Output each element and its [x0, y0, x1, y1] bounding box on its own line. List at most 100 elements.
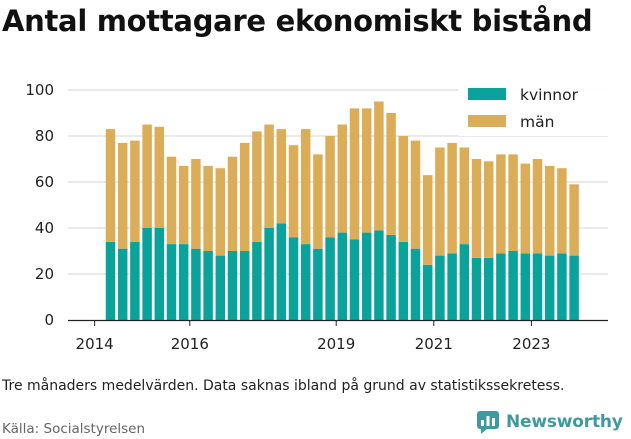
bar-kvinnor-2019Q2 [350, 240, 360, 321]
bar-man-2021Q1 [435, 148, 445, 256]
bar-kvinnor-2018Q1 [289, 237, 299, 320]
bar-man-2023Q2 [545, 166, 555, 256]
bar-man-2017Q1 [240, 143, 250, 251]
bar-man-2015Q2 [155, 127, 165, 228]
legend-swatch-man [468, 115, 506, 127]
bar-man-2023Q1 [533, 159, 543, 253]
bar-man-2015Q1 [142, 125, 152, 229]
bar-man-2023Q3 [557, 168, 567, 253]
bar-kvinnor-2022Q3 [508, 251, 517, 320]
bar-kvinnor-2021Q3 [460, 244, 470, 320]
bar-kvinnor-2015Q2 [155, 228, 165, 320]
legend: kvinnor män [458, 78, 608, 136]
bar-man-2019Q2 [350, 108, 360, 239]
bar-kvinnor-2023Q2 [545, 256, 555, 320]
x-tick-label-2019: 2019 [317, 335, 355, 353]
bar-man-2021Q4 [472, 159, 482, 258]
bar-man-2017Q4 [277, 129, 287, 223]
bar-kvinnor-2017Q4 [277, 223, 287, 320]
bar-kvinnor-2022Q2 [496, 253, 506, 320]
bar-kvinnor-2014Q4 [130, 242, 140, 320]
brand-name: Newsworthy [506, 412, 623, 432]
bar-man-2020Q1 [386, 113, 396, 235]
bar-man-2020Q4 [423, 175, 433, 265]
bar-kvinnor-2023Q4 [569, 256, 579, 320]
bar-man-2016Q2 [203, 166, 213, 251]
bar-kvinnor-2019Q4 [374, 230, 384, 320]
bar-kvinnor-2022Q1 [484, 258, 494, 320]
bar-kvinnor-2014Q2 [106, 242, 116, 320]
bar-man-2014Q3 [118, 143, 128, 249]
bar-kvinnor-2019Q1 [338, 233, 348, 320]
x-tick-label-2016: 2016 [171, 335, 209, 353]
y-tick-label-80: 80 [35, 127, 54, 145]
bar-kvinnor-2020Q3 [411, 249, 421, 320]
bar-man-2018Q3 [313, 154, 323, 248]
bar-kvinnor-2023Q3 [557, 253, 567, 320]
bar-man-2022Q1 [484, 161, 494, 258]
bar-man-2022Q2 [496, 154, 506, 253]
bar-kvinnor-2017Q3 [264, 228, 274, 320]
bar-kvinnor-2017Q2 [252, 242, 262, 320]
brand-logo[interactable]: Newsworthy [476, 409, 623, 435]
bar-man-2023Q4 [569, 184, 579, 255]
bar-man-2017Q2 [252, 131, 262, 241]
bar-man-2016Q3 [216, 168, 226, 255]
y-tick-label-0: 0 [44, 311, 54, 329]
bar-man-2021Q2 [447, 143, 457, 253]
y-tick-label-20: 20 [35, 265, 54, 283]
bar-man-2021Q3 [460, 148, 470, 245]
bar-kvinnor-2015Q4 [179, 244, 189, 320]
legend-label-kvinnor: kvinnor [520, 86, 579, 104]
bar-man-2019Q4 [374, 102, 384, 231]
bar-man-2014Q4 [130, 141, 140, 242]
bar-man-2019Q3 [362, 108, 372, 232]
bar-kvinnor-2015Q3 [167, 244, 177, 320]
bar-kvinnor-2014Q3 [118, 249, 128, 320]
bar-kvinnor-2021Q1 [435, 256, 445, 320]
bar-kvinnor-2016Q2 [203, 251, 213, 320]
bar-kvinnor-2023Q1 [533, 253, 543, 320]
bar-kvinnor-2020Q1 [386, 235, 396, 320]
legend-label-man: män [520, 113, 554, 131]
y-tick-label-100: 100 [25, 81, 54, 99]
bar-kvinnor-2018Q2 [301, 244, 311, 320]
x-tick-label-2014: 2014 [76, 335, 114, 353]
bar-kvinnor-2021Q2 [447, 253, 457, 320]
bar-kvinnor-2016Q1 [191, 249, 201, 320]
bar-man-2020Q2 [399, 136, 409, 242]
newsworthy-logo-icon [476, 410, 500, 434]
legend-swatch-kvinnor [468, 88, 506, 100]
chart-note: Tre månaders medelvärden. Data saknas ib… [2, 378, 564, 394]
y-tick-label-40: 40 [35, 219, 54, 237]
bar-man-2018Q4 [325, 136, 335, 237]
bar-kvinnor-2021Q4 [472, 258, 482, 320]
bar-kvinnor-2016Q3 [216, 256, 226, 320]
bar-man-2020Q3 [411, 141, 421, 249]
bar-kvinnor-2022Q4 [521, 253, 531, 320]
bar-kvinnor-2020Q4 [423, 265, 433, 320]
bar-man-2016Q1 [191, 159, 201, 249]
bar-man-2014Q2 [106, 129, 116, 242]
bar-man-2018Q1 [289, 145, 299, 237]
bar-man-2017Q3 [264, 125, 274, 229]
bar-man-2015Q4 [179, 166, 189, 244]
x-tick-label-2021: 2021 [415, 335, 453, 353]
bar-kvinnor-2016Q4 [228, 251, 238, 320]
bar-man-2018Q2 [301, 129, 311, 244]
bar-kvinnor-2018Q3 [313, 249, 323, 320]
bar-man-2022Q4 [521, 164, 531, 254]
x-tick-label-2023: 2023 [512, 335, 550, 353]
bar-man-2019Q1 [338, 125, 348, 233]
bar-man-2016Q4 [228, 157, 238, 251]
bar-kvinnor-2018Q4 [325, 237, 335, 320]
bar-kvinnor-2015Q1 [142, 228, 152, 320]
bar-kvinnor-2019Q3 [362, 233, 372, 320]
source-credit: Källa: Socialstyrelsen [2, 421, 145, 437]
y-tick-label-60: 60 [35, 173, 54, 191]
bar-man-2015Q3 [167, 157, 177, 244]
bar-kvinnor-2017Q1 [240, 251, 250, 320]
bar-kvinnor-2020Q2 [399, 242, 409, 320]
bar-man-2022Q3 [508, 154, 517, 251]
